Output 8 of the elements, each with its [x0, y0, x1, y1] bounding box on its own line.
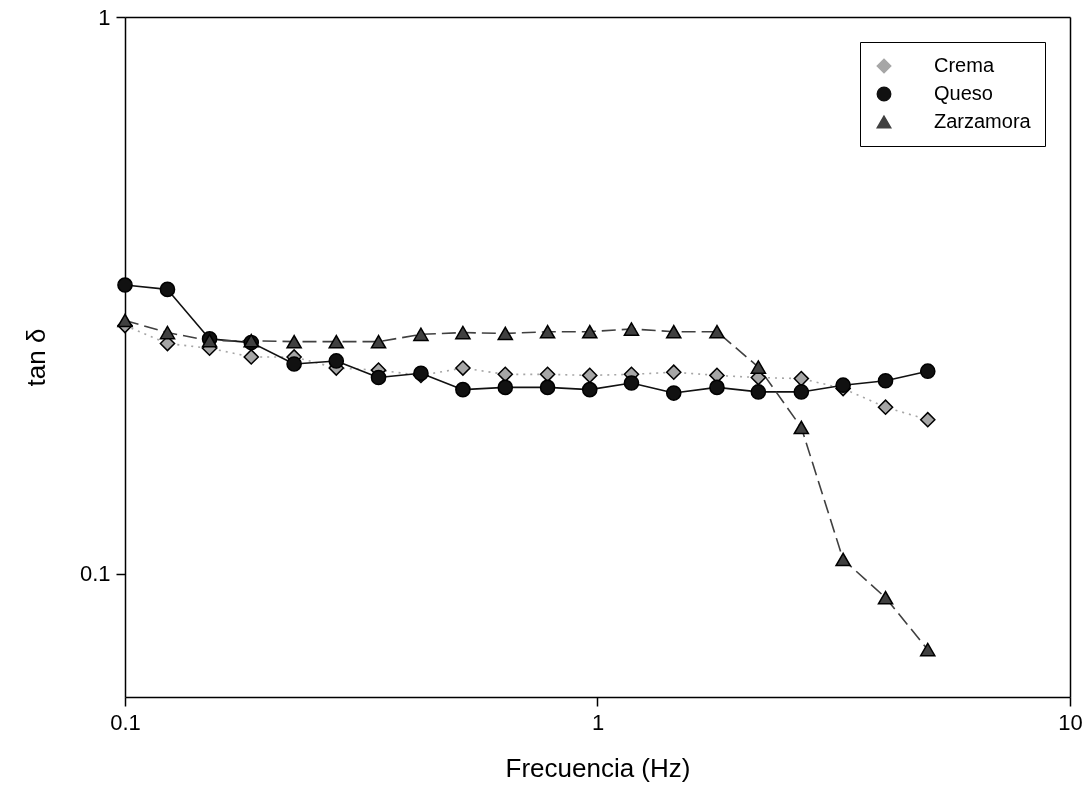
x-tick-label: 10	[1058, 709, 1083, 735]
x-tick-label: 0.1	[110, 709, 141, 735]
legend-label: Queso	[934, 82, 993, 104]
legend-label: Crema	[934, 54, 995, 76]
x-axis-title: Frecuencia (Hz)	[505, 752, 691, 783]
x-tick-label: 1	[591, 709, 605, 735]
legend-label: Zarzamora	[934, 110, 1032, 132]
y-axis-title: tan δ	[20, 328, 51, 387]
